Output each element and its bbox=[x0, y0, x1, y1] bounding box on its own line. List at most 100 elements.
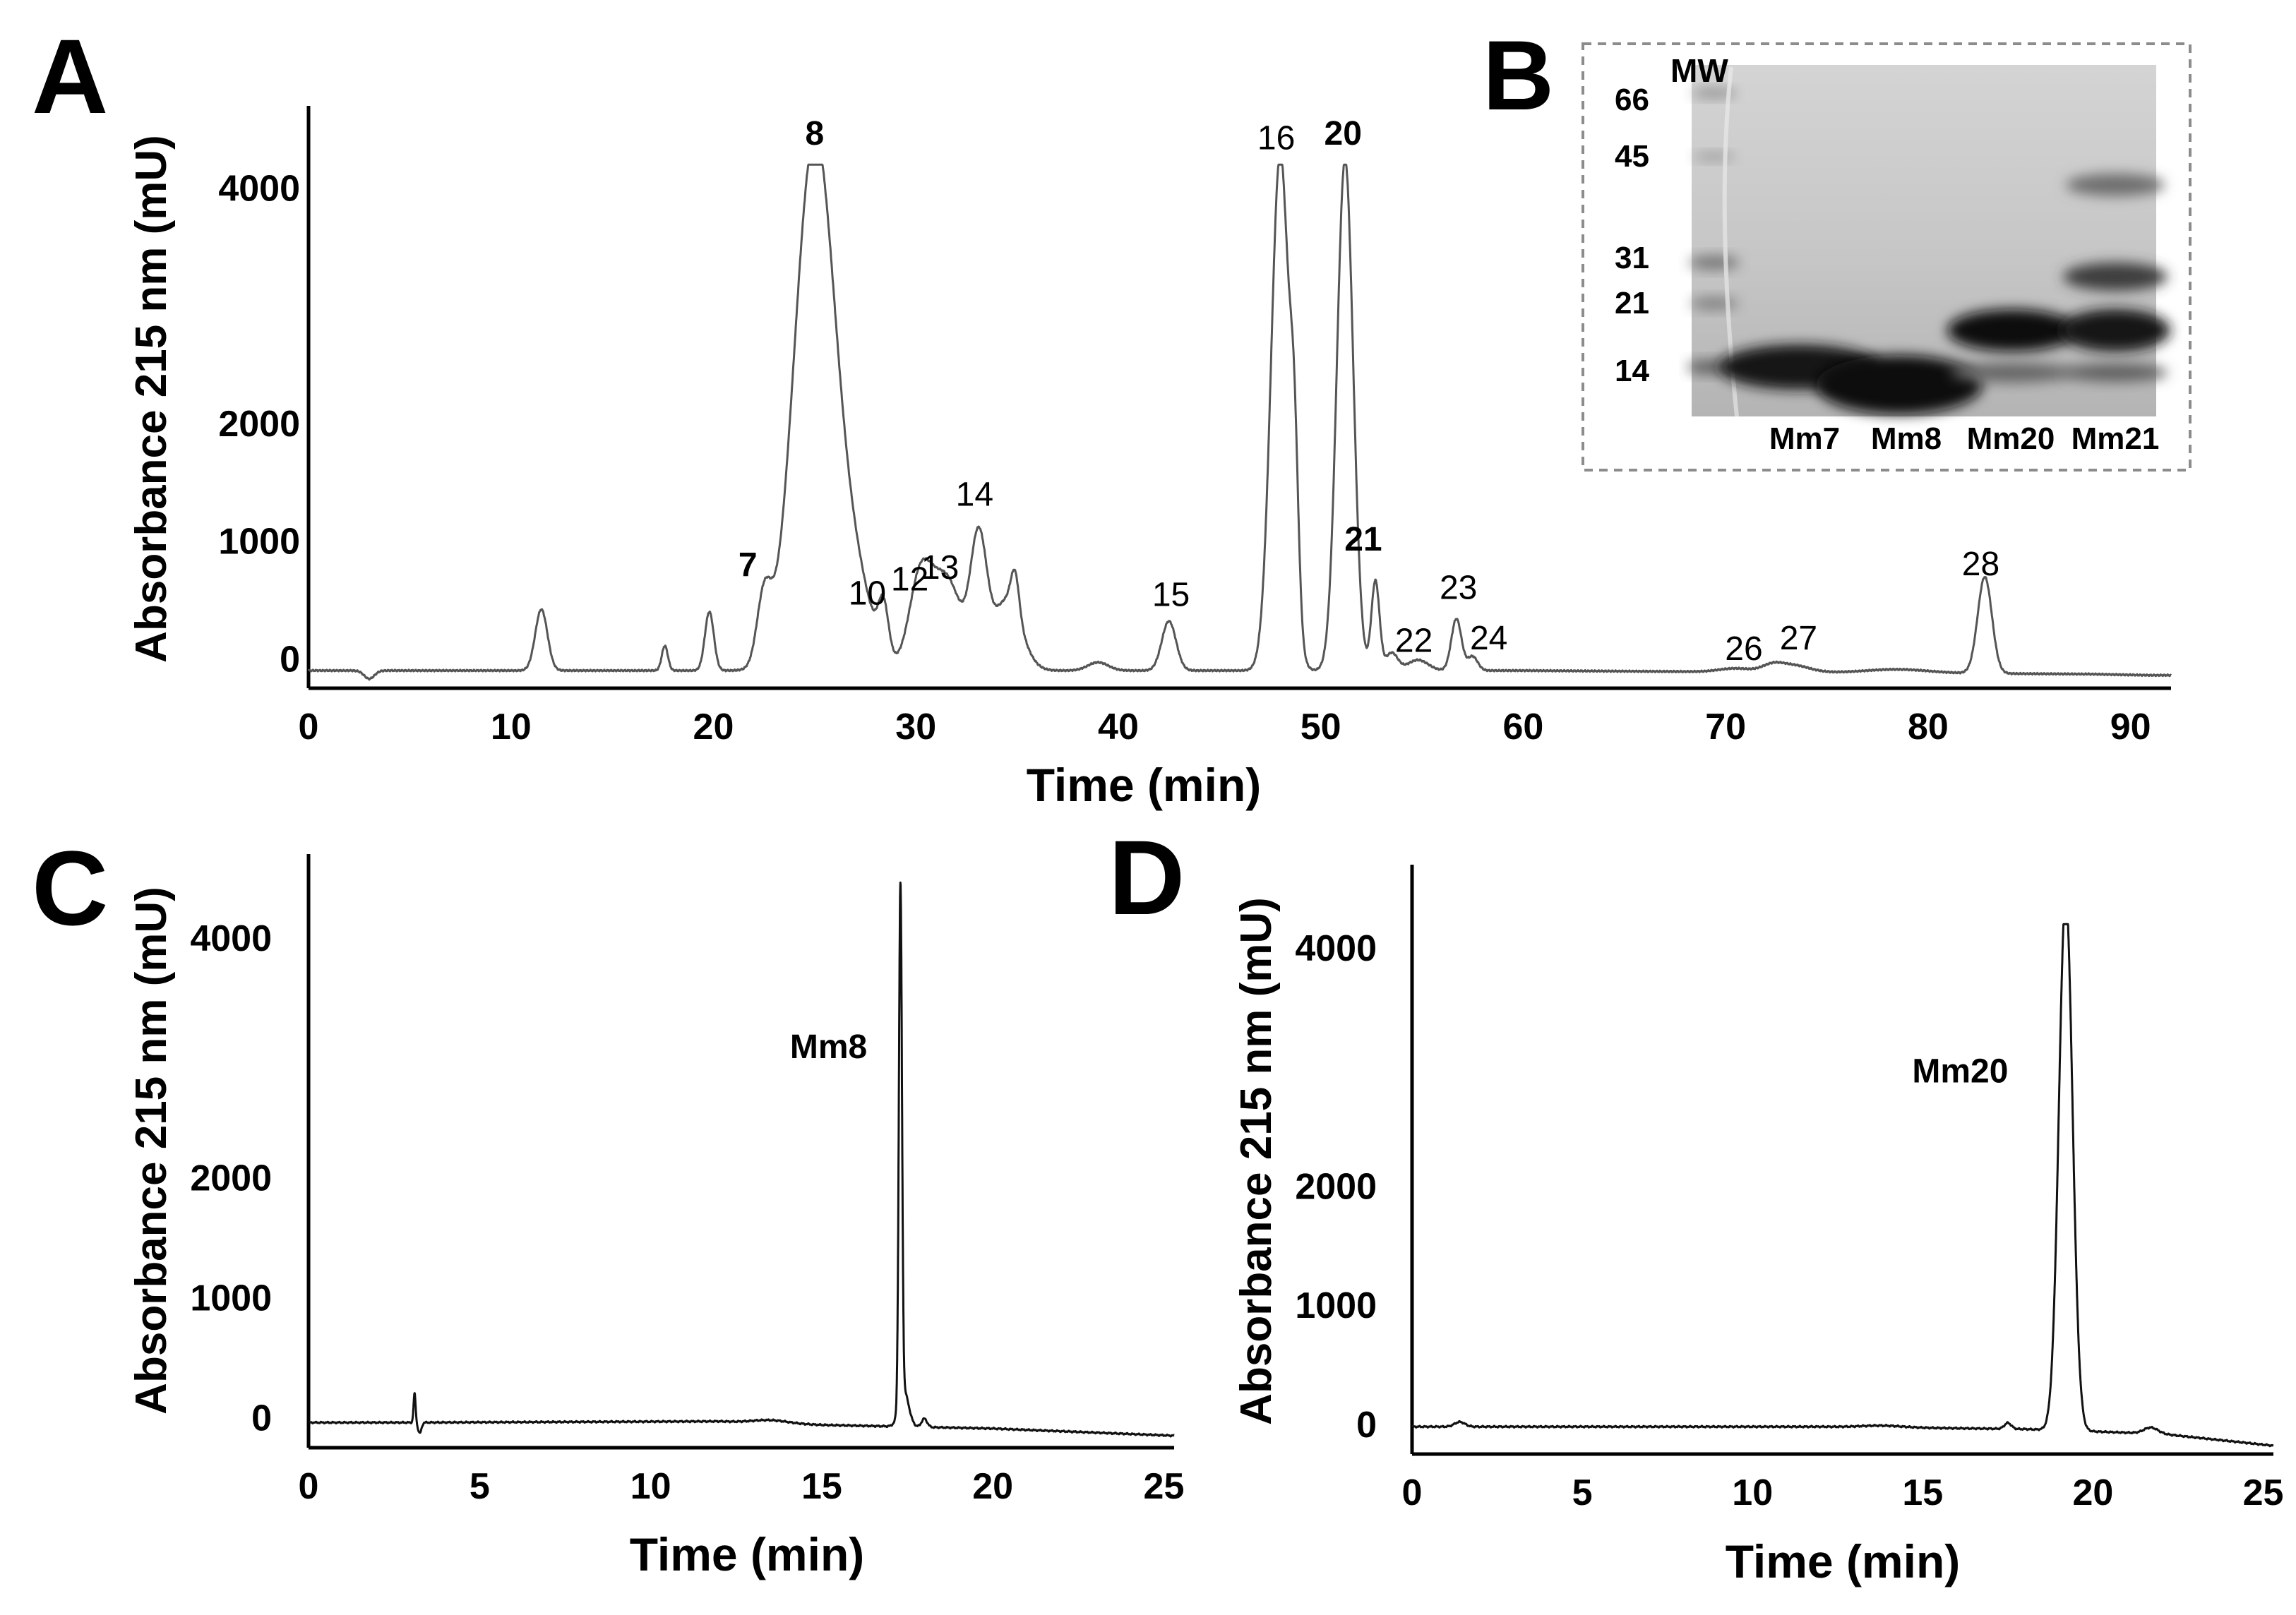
peak-label: 10 bbox=[849, 575, 886, 613]
y-tick-label: 4000 bbox=[1295, 928, 1377, 969]
panel-c-y-ticks: 0 1000 2000 4000 bbox=[190, 918, 272, 1439]
panel-d-y-ticks: 0 1000 2000 4000 bbox=[1295, 928, 1377, 1446]
x-tick-label: 25 bbox=[2243, 1472, 2284, 1513]
panel-d-peak-labels: Mm20 bbox=[1912, 1053, 2008, 1091]
x-tick-label: 10 bbox=[630, 1466, 671, 1507]
panel-d-x-ticks: 0 5 10 15 20 25 bbox=[1402, 1472, 2284, 1513]
peak-label: 20 bbox=[1325, 115, 1362, 152]
panel-a-x-ticks: 0 10 20 30 40 50 60 70 80 90 bbox=[299, 707, 2151, 748]
peak-label: 7 bbox=[739, 547, 758, 584]
gel-marker-31: 31 bbox=[1615, 241, 1649, 275]
x-tick-label: 60 bbox=[1503, 707, 1544, 748]
panel-a-x-axis-label: Time (min) bbox=[1027, 759, 1261, 811]
x-tick-label: 40 bbox=[1098, 707, 1139, 748]
peak-label: 15 bbox=[1152, 576, 1190, 613]
peak-label: 21 bbox=[1344, 521, 1382, 558]
panel-d-chromatogram-trace bbox=[1411, 923, 2275, 1448]
gel-band-mm21 bbox=[2060, 309, 2170, 352]
panel-letter-a: A bbox=[32, 17, 108, 136]
panel-c: C 0 5 10 15 20 25 0 1000 2000 4000 Mm8 Time (min… bbox=[32, 829, 1184, 1580]
x-tick-label: 30 bbox=[895, 707, 936, 748]
peak-label: Mm20 bbox=[1912, 1053, 2008, 1091]
x-tick-label: 90 bbox=[2110, 707, 2151, 748]
y-tick-label: 2000 bbox=[1295, 1166, 1377, 1207]
x-tick-label: 50 bbox=[1301, 707, 1341, 748]
x-tick-label: 25 bbox=[1144, 1466, 1185, 1507]
gel-band-mm8 bbox=[1816, 355, 1983, 414]
peak-label: 27 bbox=[1780, 620, 1817, 657]
gel-sample-bands bbox=[1718, 174, 2170, 414]
panel-d-y-axis-label: Absorbance 215 nm (mU) bbox=[1232, 897, 1281, 1425]
panel-d: D 0 5 10 15 20 25 0 1000 2000 4000 Mm20 Time (mi… bbox=[1108, 818, 2283, 1587]
panel-c-x-ticks: 0 5 10 15 20 25 bbox=[299, 1466, 1185, 1507]
x-tick-label: 15 bbox=[801, 1466, 842, 1507]
gel-labels: MW 66 45 31 21 14 Mm7 Mm8 Mm20 Mm21 bbox=[1615, 52, 2159, 456]
peak-label: 14 bbox=[956, 476, 993, 514]
gel-band-mm20-lower bbox=[1950, 363, 2074, 383]
gel-marker-21: 21 bbox=[1615, 286, 1649, 320]
x-tick-label: 80 bbox=[1908, 707, 1949, 748]
y-tick-label: 0 bbox=[280, 639, 300, 680]
panel-d-x-axis-label: Time (min) bbox=[1726, 1535, 1960, 1587]
x-tick-label: 10 bbox=[1732, 1472, 1773, 1513]
gel-band-mm21-mid bbox=[2063, 263, 2168, 291]
y-tick-label: 0 bbox=[251, 1398, 272, 1439]
y-tick-label: 1000 bbox=[1295, 1285, 1377, 1326]
peak-label: 8 bbox=[805, 115, 824, 152]
y-tick-label: 2000 bbox=[190, 1158, 272, 1199]
panel-b: B MW 66 45 31 21 14 bbox=[1483, 20, 2192, 472]
peak-label: Mm8 bbox=[790, 1028, 867, 1066]
peak-label: 12 bbox=[891, 561, 928, 599]
x-tick-label: 5 bbox=[1572, 1472, 1593, 1513]
panel-letter-d: D bbox=[1108, 818, 1185, 937]
x-tick-label: 20 bbox=[972, 1466, 1013, 1507]
gel-band-mm20 bbox=[1947, 309, 2077, 352]
gel-lane-mm8: Mm8 bbox=[1871, 421, 1942, 456]
gel-inset-frame bbox=[1582, 42, 2192, 472]
gel-band-mm21-lower bbox=[2063, 364, 2168, 382]
y-tick-label: 4000 bbox=[190, 918, 272, 959]
gel-lane-mm21: Mm21 bbox=[2071, 421, 2160, 456]
x-tick-label: 5 bbox=[470, 1466, 490, 1507]
gel-band-mm21-high bbox=[2066, 174, 2165, 196]
y-tick-label: 2000 bbox=[218, 404, 300, 445]
x-tick-label: 20 bbox=[2073, 1472, 2114, 1513]
x-tick-label: 20 bbox=[693, 707, 734, 748]
x-tick-label: 0 bbox=[1402, 1472, 1423, 1513]
peak-label: 16 bbox=[1257, 120, 1295, 157]
gel-ladder-bands bbox=[1687, 66, 1740, 417]
panel-c-y-axis-label: Absorbance 215 nm (mU) bbox=[127, 887, 176, 1415]
x-tick-label: 0 bbox=[299, 707, 319, 748]
x-tick-label: 15 bbox=[1902, 1472, 1943, 1513]
x-tick-label: 10 bbox=[491, 707, 532, 748]
panel-letter-b: B bbox=[1483, 20, 1554, 131]
panel-a-chromatogram-trace bbox=[307, 163, 2172, 681]
peak-label: 26 bbox=[1725, 630, 1762, 668]
peak-label: 23 bbox=[1440, 569, 1477, 606]
panel-a-y-ticks: 0 1000 2000 4000 bbox=[218, 169, 300, 680]
panel-letter-c: C bbox=[32, 829, 108, 947]
gel-lane-mm20: Mm20 bbox=[1967, 421, 2055, 456]
y-tick-label: 1000 bbox=[218, 522, 300, 563]
gel-marker-66: 66 bbox=[1615, 83, 1649, 117]
gel-marker-14: 14 bbox=[1615, 354, 1649, 388]
panel-a: A 0 10 20 30 40 50 60 70 80 90 0 1000 2000 4000 8 7 10… bbox=[32, 17, 2172, 811]
peak-label: 24 bbox=[1470, 620, 1507, 657]
x-tick-label: 70 bbox=[1705, 707, 1746, 748]
gel-lane-mm7: Mm7 bbox=[1769, 421, 1840, 456]
gel-ladder-label: MW bbox=[1670, 52, 1728, 89]
panel-c-peak-labels: Mm8 bbox=[790, 1028, 867, 1066]
panel-a-y-axis-label: Absorbance 215 nm (mU) bbox=[127, 135, 176, 663]
y-tick-label: 1000 bbox=[190, 1278, 272, 1319]
y-tick-label: 4000 bbox=[218, 169, 300, 210]
x-tick-label: 0 bbox=[299, 1466, 319, 1507]
peak-label: 13 bbox=[921, 549, 959, 587]
gel-marker-45: 45 bbox=[1615, 139, 1649, 174]
peak-label: 28 bbox=[1962, 546, 1999, 583]
panel-c-x-axis-label: Time (min) bbox=[630, 1528, 864, 1580]
y-tick-label: 0 bbox=[1356, 1405, 1377, 1446]
panel-c-chromatogram-trace bbox=[307, 881, 1176, 1438]
peak-label: 22 bbox=[1395, 622, 1433, 659]
